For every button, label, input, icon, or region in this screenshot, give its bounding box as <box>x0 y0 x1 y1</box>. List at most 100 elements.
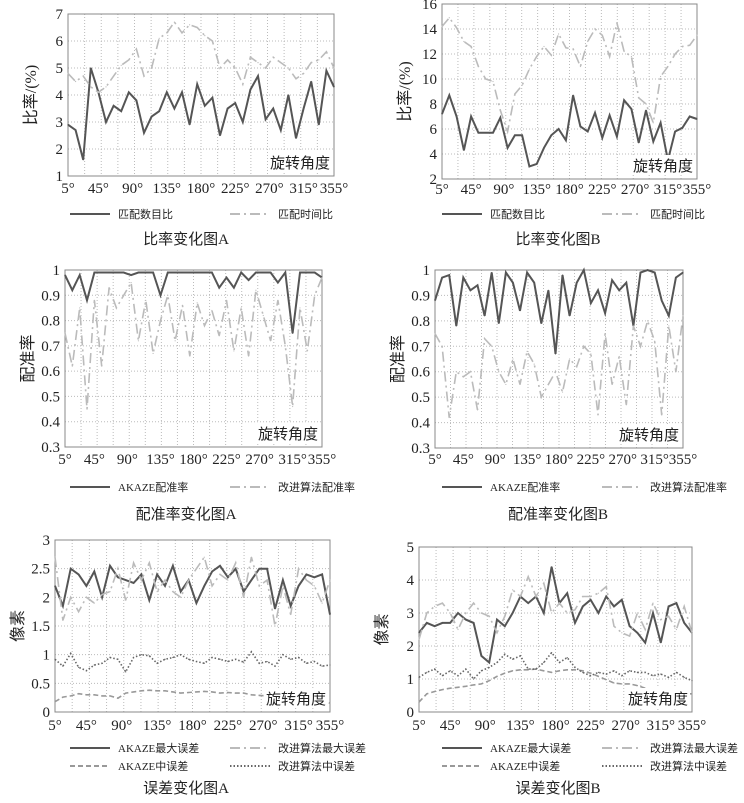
data-point <box>117 576 119 578</box>
data-point <box>128 91 130 93</box>
data-point <box>225 299 228 301</box>
data-point <box>557 128 560 130</box>
data-point <box>329 613 331 616</box>
data-point <box>227 691 229 694</box>
data-point <box>262 271 264 274</box>
data-point <box>250 579 253 581</box>
data-point <box>605 679 607 681</box>
data-point <box>135 99 137 101</box>
chart-title: 比率变化图A <box>143 231 229 248</box>
x-tick-label: 90° <box>485 452 506 468</box>
data-point <box>608 55 611 58</box>
y-axis-label: 比率/(%) <box>396 61 414 121</box>
data-point <box>274 665 276 667</box>
x-tick-label: 90° <box>493 182 514 198</box>
data-point <box>579 125 582 128</box>
data-point <box>536 163 538 165</box>
data-point <box>636 671 638 673</box>
axis-annotation: 旋转角度 <box>628 691 688 708</box>
data-point <box>441 277 443 279</box>
data-point <box>70 596 72 598</box>
data-point <box>473 602 475 604</box>
data-point <box>282 579 284 581</box>
data-point <box>463 149 465 151</box>
chart-title: 误差变化图A <box>143 780 229 797</box>
data-point <box>85 596 88 598</box>
data-point <box>174 340 176 342</box>
data-point <box>630 108 633 110</box>
data-point <box>636 685 638 687</box>
x-tick-label: 270° <box>621 182 650 198</box>
data-point <box>287 67 289 69</box>
data-point <box>506 147 509 149</box>
data-point <box>77 573 80 575</box>
data-point <box>496 632 498 634</box>
data-point <box>477 65 480 68</box>
annotation-bg <box>617 424 681 444</box>
plot-frame <box>418 546 693 713</box>
plot-frame <box>434 269 684 449</box>
data-point <box>219 658 221 660</box>
data-point <box>158 37 160 39</box>
data-point <box>187 691 190 694</box>
data-point <box>189 271 191 274</box>
data-point <box>314 271 316 274</box>
y-tick-label: 0.5 <box>411 390 430 406</box>
data-point <box>512 658 514 660</box>
data-point <box>576 366 578 368</box>
data-point <box>652 602 654 604</box>
x-tick-label: 315° <box>284 718 313 734</box>
data-point <box>329 664 331 666</box>
data-point <box>109 656 111 659</box>
data-point <box>164 658 166 660</box>
data-point <box>558 670 560 672</box>
data-point <box>448 17 450 19</box>
data-point <box>569 358 571 360</box>
data-point <box>465 619 467 621</box>
data-point <box>306 271 308 274</box>
data-point <box>93 271 95 274</box>
x-tick-label: 270° <box>245 452 274 468</box>
plot-frame <box>54 539 331 713</box>
x-tick-label: 225° <box>588 182 617 198</box>
data-point <box>691 632 693 634</box>
data-point <box>272 56 274 58</box>
data-point <box>125 579 127 581</box>
data-point <box>683 622 685 624</box>
data-point <box>235 692 237 694</box>
data-point <box>255 289 257 291</box>
y-tick-label: 1 <box>407 672 415 688</box>
y-tick-label: 0 <box>43 705 51 721</box>
data-point <box>434 668 436 670</box>
data-point <box>303 72 305 74</box>
data-point <box>174 271 176 274</box>
legend-label: AKAZE最大误差 <box>490 741 571 755</box>
data-point <box>258 585 260 587</box>
data-point <box>101 365 103 367</box>
data-point <box>164 585 166 587</box>
data-point <box>441 25 443 28</box>
data-point <box>576 282 578 284</box>
data-point <box>646 320 649 322</box>
y-tick-label: 14 <box>422 22 438 38</box>
data-point <box>426 693 428 695</box>
data-point <box>70 695 72 697</box>
data-point <box>211 40 213 42</box>
data-point <box>583 345 585 347</box>
data-point <box>533 363 535 365</box>
data-point <box>533 282 535 284</box>
data-point <box>668 605 670 607</box>
data-point <box>583 269 585 271</box>
legend-label: 匹配时间比 <box>650 208 705 221</box>
data-point <box>306 350 308 352</box>
x-tick-label: 135° <box>506 718 535 734</box>
data-point <box>597 675 599 677</box>
data-point <box>274 608 276 610</box>
data-point <box>265 118 267 120</box>
data-point <box>504 653 506 655</box>
x-tick-label: 45° <box>88 181 109 197</box>
data-point <box>117 568 119 570</box>
x-tick-label: 270° <box>611 718 640 734</box>
data-point <box>470 45 472 48</box>
data-point <box>117 697 119 699</box>
